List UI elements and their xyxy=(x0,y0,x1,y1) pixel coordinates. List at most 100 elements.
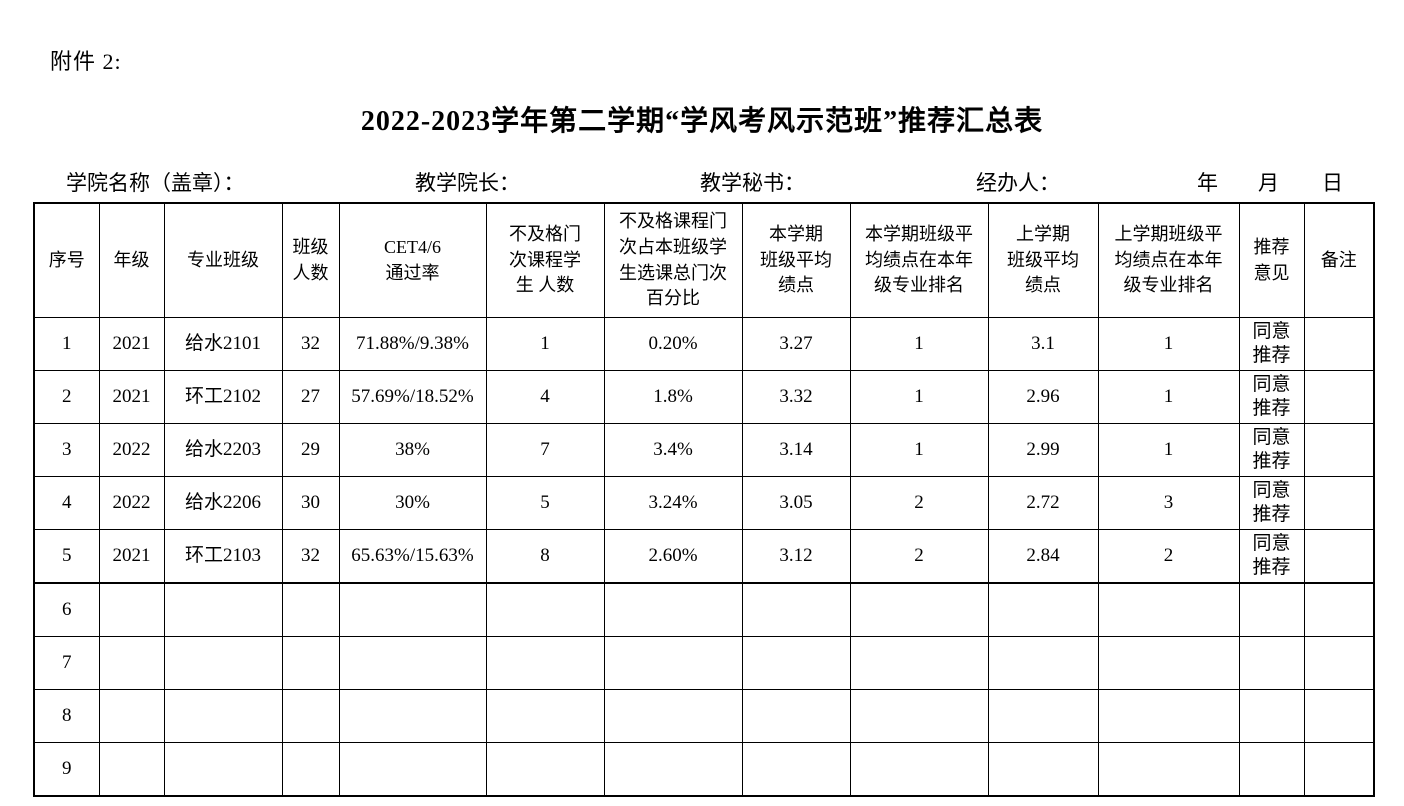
table-cell xyxy=(741,582,851,637)
table-cell: 7 xyxy=(33,636,100,690)
header-cell: 序号 xyxy=(33,202,100,318)
table-header-row: 序号 年级 专业班级 班级 人数 CET4/6 通过率 不及格门 次课程学 生 人数 不及格… xyxy=(33,202,1375,318)
table-cell: 2.72 xyxy=(987,476,1099,530)
table-cell xyxy=(1097,689,1240,743)
table-cell: 3.14 xyxy=(741,423,851,477)
table-cell: 71.88%/9.38% xyxy=(338,317,487,371)
table-cell: 给水2206 xyxy=(163,476,283,530)
table-cell: 1 xyxy=(1097,317,1240,371)
table-cell: 3.05 xyxy=(741,476,851,530)
table-cell xyxy=(849,742,989,797)
table-cell: 32 xyxy=(281,317,340,371)
table-cell: 1 xyxy=(849,317,989,371)
table-cell xyxy=(163,636,283,690)
summary-table: 序号 年级 专业班级 班级 人数 CET4/6 通过率 不及格门 次课程学 生 人数 不及格… xyxy=(33,202,1375,797)
table-cell: 0.20% xyxy=(603,317,743,371)
header-cell: 本学期 班级平均 绩点 xyxy=(741,202,851,318)
table-cell xyxy=(1238,742,1305,797)
table-cell: 3 xyxy=(33,423,100,477)
table-cell xyxy=(1303,317,1375,371)
table-cell: 2.99 xyxy=(987,423,1099,477)
table-cell xyxy=(1097,582,1240,637)
table-cell: 1 xyxy=(485,317,605,371)
table-cell xyxy=(849,689,989,743)
table-cell: 9 xyxy=(33,742,100,797)
table-cell xyxy=(849,582,989,637)
attachment-label: 附件 2: xyxy=(50,49,122,74)
signature-line: 学院名称（盖章）： 教学院长： 教学秘书： 经办人： 年 月 日 xyxy=(0,167,1404,199)
table-cell: 2 xyxy=(33,370,100,424)
table-cell: 2 xyxy=(849,529,989,584)
table-row: 2 2021 环工2102 27 57.69%/18.52% 4 1.8% 3.32 1 2.96… xyxy=(33,370,1375,424)
table-cell: 3.4% xyxy=(603,423,743,477)
dean-label: 教学院长： xyxy=(415,171,520,195)
table-cell xyxy=(1303,529,1375,584)
table-cell xyxy=(1238,636,1305,690)
table-cell: 给水2203 xyxy=(163,423,283,477)
table-cell: 65.63%/15.63% xyxy=(338,529,487,584)
header-cell: CET4/6 通过率 xyxy=(338,202,487,318)
table-cell: 2021 xyxy=(98,317,165,371)
table-cell: 同意 推荐 xyxy=(1238,423,1305,477)
table-cell: 2 xyxy=(1097,529,1240,584)
table-cell: 1 xyxy=(849,370,989,424)
table-cell: 2.84 xyxy=(987,529,1099,584)
table-cell xyxy=(1303,689,1375,743)
table-row: 3 2022 给水2203 29 38% 7 3.4% 3.14 1 2.99 1 同意 推荐 xyxy=(33,423,1375,477)
table-row: 6 xyxy=(33,582,1375,637)
table-cell: 4 xyxy=(33,476,100,530)
header-cell: 上学期班级平 均绩点在本年 级专业排名 xyxy=(1097,202,1240,318)
table-cell: 给水2101 xyxy=(163,317,283,371)
table-cell xyxy=(987,689,1099,743)
table-row: 8 xyxy=(33,689,1375,743)
header-cell: 备注 xyxy=(1303,202,1375,318)
table-cell xyxy=(281,689,340,743)
table-cell xyxy=(1097,636,1240,690)
table-cell: 环工2103 xyxy=(163,529,283,584)
table-cell: 1 xyxy=(1097,423,1240,477)
table-cell: 2021 xyxy=(98,370,165,424)
table-cell xyxy=(741,636,851,690)
table-cell xyxy=(281,582,340,637)
header-cell: 推荐 意见 xyxy=(1238,202,1305,318)
table-cell xyxy=(987,636,1099,690)
table-cell xyxy=(1303,370,1375,424)
table-cell xyxy=(741,742,851,797)
header-cell: 班级 人数 xyxy=(281,202,340,318)
table-cell xyxy=(603,582,743,637)
table-cell: 1.8% xyxy=(603,370,743,424)
header-cell: 专业班级 xyxy=(163,202,283,318)
table-cell: 4 xyxy=(485,370,605,424)
table-row: 4 2022 给水2206 30 30% 5 3.24% 3.05 2 2.72 3 同意 推荐 xyxy=(33,476,1375,530)
year-label: 年 xyxy=(1197,171,1218,195)
table-cell xyxy=(338,636,487,690)
header-cell: 不及格门 次课程学 生 人数 xyxy=(485,202,605,318)
table-cell: 3.32 xyxy=(741,370,851,424)
day-label: 日 xyxy=(1322,171,1343,195)
table-cell: 6 xyxy=(33,582,100,637)
table-cell: 5 xyxy=(33,529,100,584)
table-cell xyxy=(98,636,165,690)
table-cell xyxy=(338,582,487,637)
header-cell: 上学期 班级平均 绩点 xyxy=(987,202,1099,318)
table-cell: 8 xyxy=(485,529,605,584)
header-cell: 年级 xyxy=(98,202,165,318)
table-cell xyxy=(603,742,743,797)
table-cell xyxy=(741,689,851,743)
table-cell: 32 xyxy=(281,529,340,584)
table-cell xyxy=(485,689,605,743)
table-cell xyxy=(1303,636,1375,690)
table-cell: 3.27 xyxy=(741,317,851,371)
table-cell xyxy=(1238,582,1305,637)
month-label: 月 xyxy=(1258,171,1279,195)
table-cell xyxy=(281,742,340,797)
table-cell xyxy=(1097,742,1240,797)
table-cell xyxy=(603,689,743,743)
table-cell xyxy=(1238,689,1305,743)
table-cell: 8 xyxy=(33,689,100,743)
table-cell: 2021 xyxy=(98,529,165,584)
table-cell: 3 xyxy=(1097,476,1240,530)
table-cell: 5 xyxy=(485,476,605,530)
header-cell: 本学期班级平 均绩点在本年 级专业排名 xyxy=(849,202,989,318)
